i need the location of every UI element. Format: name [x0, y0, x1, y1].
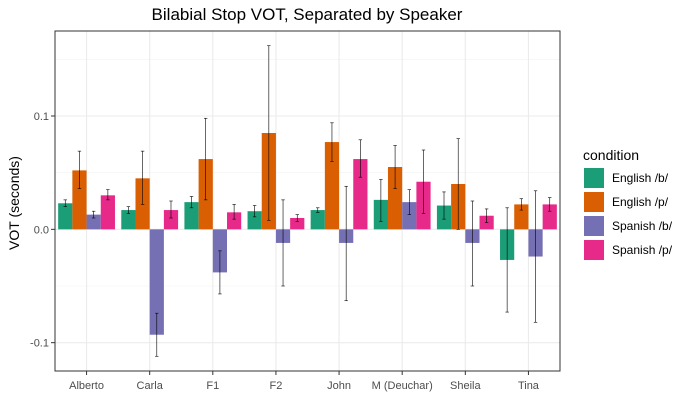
error-bar — [330, 122, 334, 162]
legend-key — [584, 168, 604, 188]
y-tick-label: -0.1 — [30, 338, 49, 350]
error-bar — [379, 179, 383, 222]
bar — [542, 204, 557, 230]
error-bar — [407, 189, 411, 215]
error-bar — [548, 197, 552, 212]
error-bar — [295, 214, 299, 222]
error-bar — [126, 206, 131, 214]
legend-label: Spanish /p/ — [612, 243, 673, 257]
bar — [290, 218, 305, 230]
error-bar — [106, 189, 110, 201]
error-bar — [232, 204, 236, 220]
bar — [402, 202, 417, 230]
error-bar — [189, 196, 194, 209]
legend-entry: Spanish /p/ — [584, 240, 673, 260]
panel-border — [54, 30, 561, 372]
bar — [227, 212, 242, 230]
legend-entry: Spanish /b/ — [584, 216, 673, 236]
error-bar — [358, 139, 363, 178]
legend-entry: English /p/ — [584, 192, 669, 212]
y-axis-title: VOT (seconds) — [6, 156, 22, 250]
error-bar — [281, 199, 285, 287]
x-tick-label: Alberto — [69, 380, 104, 392]
bar — [184, 202, 199, 230]
error-bar — [533, 190, 538, 323]
legend-key — [584, 240, 604, 260]
error-bar — [344, 185, 348, 302]
legend-label: English /p/ — [612, 195, 669, 209]
error-bar — [218, 250, 222, 295]
x-tick-label: F1 — [206, 380, 219, 392]
error-bar — [267, 45, 271, 221]
error-bar — [505, 207, 509, 313]
plot-panel: -0.1 0.0 0.1 Alberto Carla F1 F2 John M (Deuchar… — [30, 30, 561, 392]
x-tick-label: Sheila — [450, 380, 481, 392]
error-bar — [421, 149, 426, 214]
y-tick-label: 0.1 — [34, 111, 49, 123]
bar — [163, 210, 179, 230]
legend-label: English /b/ — [612, 171, 669, 185]
chart-title: Bilabial Stop VOT, Separated by Speaker — [152, 5, 463, 24]
error-bar — [155, 312, 159, 357]
error-bar — [316, 207, 320, 213]
bar — [86, 214, 101, 230]
legend-title: condition — [583, 147, 639, 163]
legend: condition English /b/English /p/Spanish … — [583, 147, 673, 260]
x-tick-label: Tina — [518, 380, 540, 392]
error-bar — [470, 200, 475, 287]
error-bar — [204, 117, 208, 201]
x-tick-label: F2 — [270, 380, 283, 392]
bar — [100, 195, 115, 230]
x-tick-label: John — [327, 380, 351, 392]
x-tick-label: Carla — [137, 380, 164, 392]
bar — [324, 142, 340, 230]
bar — [353, 159, 368, 230]
error-bar — [484, 208, 489, 223]
error-bar — [91, 210, 96, 219]
bar — [247, 211, 262, 230]
legend-key — [584, 216, 604, 236]
bar — [310, 210, 325, 230]
y-tick-label: 0.0 — [34, 224, 49, 236]
bar — [58, 203, 73, 230]
error-bar — [63, 199, 67, 207]
bar — [149, 229, 164, 335]
legend-key — [584, 192, 604, 212]
legend-label: Spanish /b/ — [612, 219, 673, 233]
bar — [514, 204, 529, 230]
bar — [387, 167, 403, 230]
error-bar — [77, 150, 82, 189]
error-bar — [393, 145, 397, 189]
error-bar — [140, 150, 145, 205]
error-bar — [519, 198, 524, 211]
panel-background — [55, 31, 560, 371]
error-bar — [169, 200, 173, 219]
x-tick-label: M (Deuchar) — [372, 380, 433, 392]
error-bar — [442, 191, 446, 220]
error-bar — [252, 205, 257, 218]
error-bar — [456, 138, 460, 230]
legend-entry: English /b/ — [584, 168, 669, 188]
bar — [72, 170, 87, 230]
bar — [121, 210, 136, 230]
